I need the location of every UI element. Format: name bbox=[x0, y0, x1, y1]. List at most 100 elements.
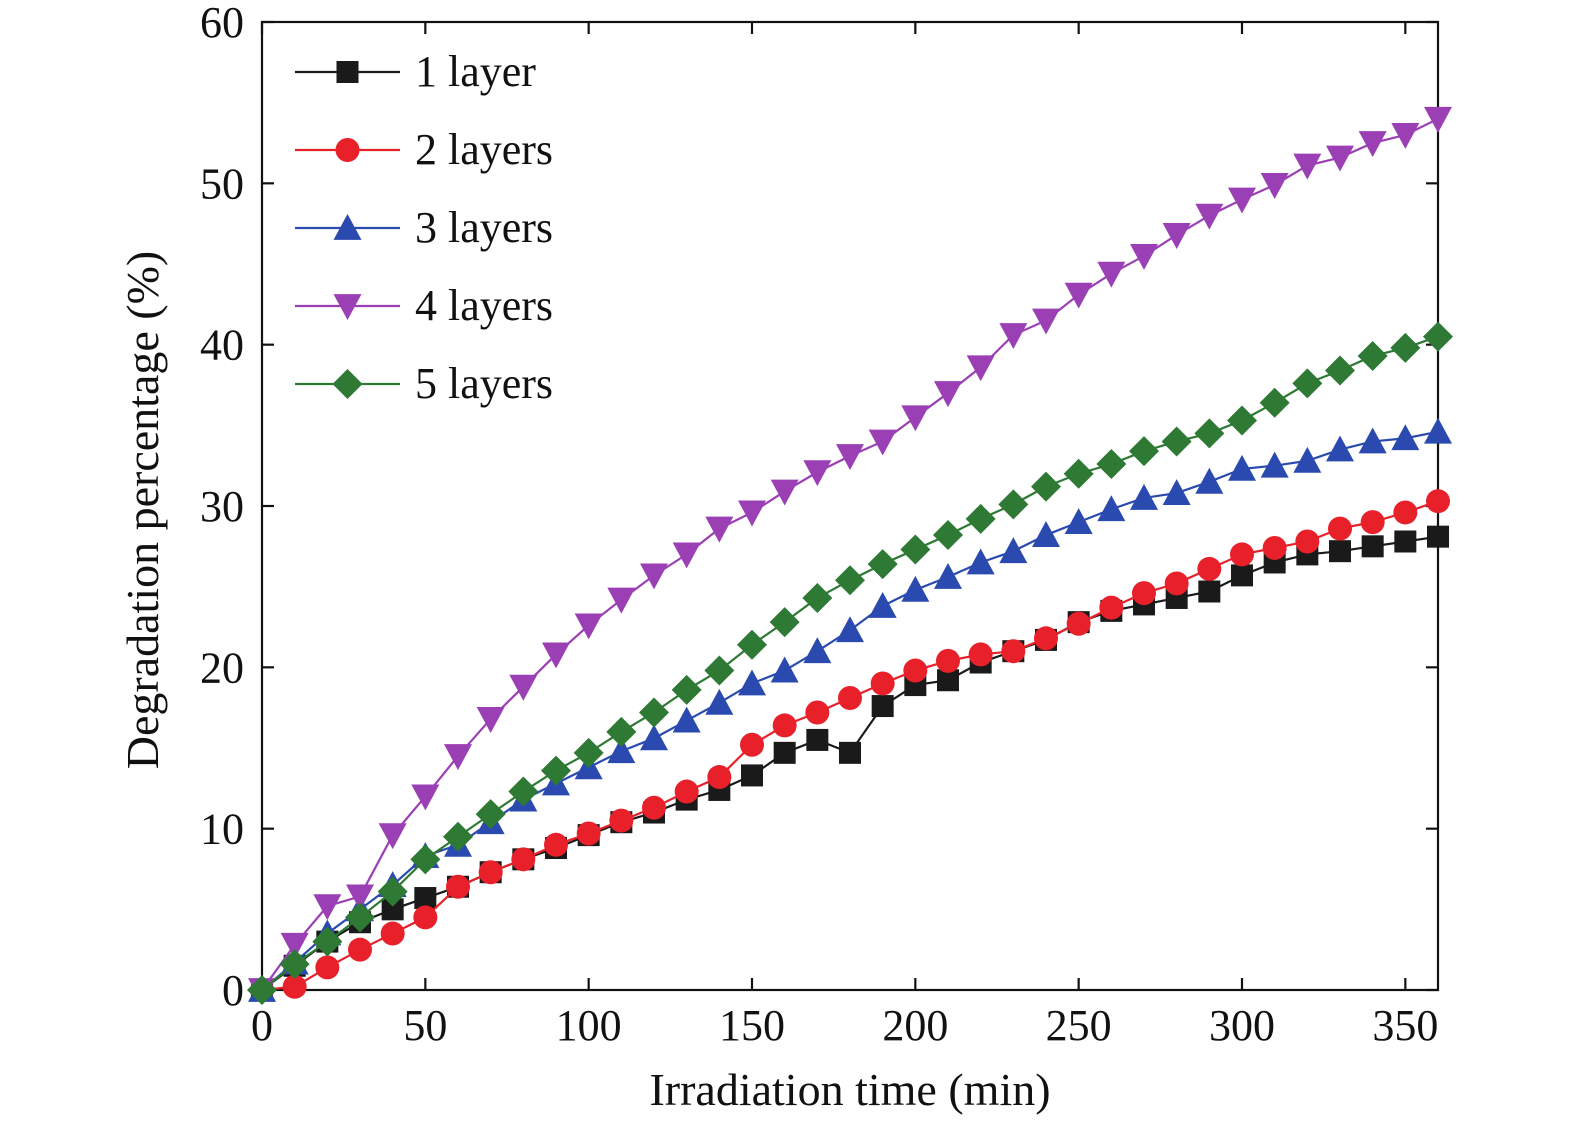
legend-marker bbox=[333, 294, 362, 320]
y-tick-label: 20 bbox=[200, 643, 244, 692]
data-point bbox=[1358, 131, 1387, 157]
data-point bbox=[900, 534, 931, 565]
data-point bbox=[769, 607, 800, 638]
data-point bbox=[1231, 564, 1253, 587]
data-point bbox=[609, 808, 634, 833]
data-point bbox=[1329, 540, 1351, 563]
data-point bbox=[280, 932, 309, 959]
data-point bbox=[313, 894, 342, 921]
data-point bbox=[1064, 508, 1093, 535]
data-point bbox=[1360, 510, 1385, 535]
data-point bbox=[1032, 521, 1060, 547]
legend-label: 5 layers bbox=[415, 359, 553, 408]
data-point bbox=[1227, 405, 1257, 436]
data-point bbox=[1230, 542, 1254, 567]
legend-marker bbox=[333, 214, 362, 240]
data-point bbox=[707, 765, 732, 790]
data-point bbox=[773, 741, 796, 764]
data-point bbox=[1426, 489, 1450, 514]
legend: 1 layer 2 layers 3 layers 4 layers 5 layers bbox=[295, 47, 553, 408]
data-point bbox=[1001, 639, 1026, 664]
data-point bbox=[705, 688, 734, 715]
data-point bbox=[475, 799, 506, 830]
data-point bbox=[573, 737, 604, 768]
data-point bbox=[868, 592, 897, 618]
data-point bbox=[806, 728, 829, 751]
data-point bbox=[968, 642, 993, 667]
legend-item: 2 layers bbox=[295, 125, 553, 174]
data-point bbox=[1162, 479, 1191, 505]
data-point bbox=[1293, 446, 1322, 473]
data-point bbox=[1198, 580, 1221, 603]
data-point bbox=[871, 695, 894, 718]
data-point bbox=[1391, 424, 1420, 451]
data-point bbox=[741, 764, 763, 787]
data-point bbox=[509, 674, 538, 701]
data-point bbox=[868, 429, 897, 456]
data-point bbox=[1228, 454, 1256, 481]
data-point bbox=[446, 874, 470, 899]
y-tick-label: 0 bbox=[222, 966, 244, 1015]
y-axis-label: Degradation percentage (%) bbox=[117, 251, 168, 770]
data-point bbox=[903, 658, 928, 683]
data-point bbox=[1328, 516, 1352, 541]
data-point bbox=[544, 832, 568, 857]
y-tick-label: 60 bbox=[200, 0, 244, 47]
legend-item: 5 layers bbox=[295, 359, 553, 408]
data-point bbox=[511, 847, 536, 872]
data-point bbox=[836, 444, 864, 470]
data-point bbox=[414, 887, 437, 910]
data-point bbox=[1424, 106, 1452, 133]
data-point bbox=[901, 575, 930, 602]
data-point bbox=[574, 613, 603, 640]
data-point bbox=[1326, 145, 1354, 172]
data-point bbox=[965, 503, 996, 534]
data-point bbox=[1197, 556, 1222, 581]
data-point bbox=[1132, 581, 1156, 606]
data-point bbox=[247, 975, 277, 1005]
data-point bbox=[1393, 500, 1418, 525]
series-layer bbox=[247, 106, 1453, 1005]
data-point bbox=[836, 616, 864, 643]
data-point bbox=[805, 700, 830, 725]
data-point bbox=[738, 500, 766, 527]
x-tick-label: 350 bbox=[1372, 1001, 1438, 1050]
series-4 bbox=[248, 106, 1452, 1004]
data-point bbox=[998, 489, 1029, 520]
data-point bbox=[1260, 173, 1289, 199]
data-point bbox=[1423, 321, 1453, 352]
data-point bbox=[380, 921, 405, 946]
legend-marker bbox=[332, 369, 363, 399]
data-point bbox=[704, 655, 735, 686]
data-point bbox=[672, 542, 701, 569]
data-point bbox=[348, 937, 372, 962]
data-point bbox=[671, 674, 702, 705]
data-point bbox=[772, 713, 797, 738]
data-point bbox=[377, 876, 408, 907]
legend-item: 1 layer bbox=[295, 47, 536, 96]
y-axis-ticks: 0 10 20 30 40 50 60 bbox=[200, 0, 1438, 1015]
data-point bbox=[999, 323, 1028, 349]
data-point bbox=[1161, 426, 1192, 457]
legend-label: 2 layers bbox=[415, 125, 553, 174]
series-line bbox=[261, 335, 1439, 991]
data-point bbox=[705, 516, 734, 543]
data-point bbox=[1129, 436, 1159, 467]
data-point bbox=[1293, 153, 1322, 180]
data-point bbox=[770, 656, 799, 683]
data-point bbox=[443, 821, 473, 852]
y-tick-label: 30 bbox=[200, 482, 244, 531]
x-tick-label: 0 bbox=[251, 1001, 273, 1050]
data-point bbox=[1260, 451, 1289, 478]
data-point bbox=[640, 563, 668, 590]
data-point bbox=[411, 784, 440, 811]
data-point bbox=[1097, 495, 1126, 522]
data-point bbox=[1164, 571, 1189, 596]
data-point bbox=[1099, 595, 1124, 620]
data-point bbox=[933, 520, 963, 551]
data-point bbox=[803, 637, 832, 664]
data-point bbox=[737, 629, 767, 660]
data-point bbox=[966, 548, 995, 575]
data-point bbox=[1032, 308, 1060, 335]
